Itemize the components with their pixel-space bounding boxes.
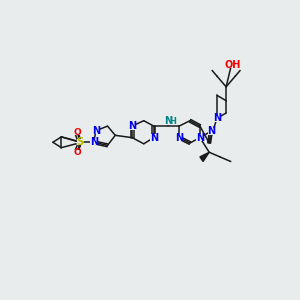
Text: N: N (213, 113, 221, 123)
FancyBboxPatch shape (208, 128, 215, 135)
Text: O: O (74, 128, 81, 137)
FancyBboxPatch shape (74, 130, 81, 135)
FancyBboxPatch shape (77, 139, 83, 145)
FancyBboxPatch shape (90, 139, 97, 146)
Text: O: O (74, 148, 81, 157)
Text: H: H (169, 117, 176, 126)
FancyBboxPatch shape (150, 134, 157, 141)
Text: N: N (207, 127, 216, 136)
Text: N: N (164, 116, 172, 127)
FancyBboxPatch shape (196, 134, 203, 141)
FancyBboxPatch shape (129, 123, 136, 130)
FancyBboxPatch shape (228, 62, 238, 68)
Text: N: N (150, 133, 158, 142)
FancyBboxPatch shape (176, 134, 183, 141)
FancyBboxPatch shape (213, 115, 220, 122)
Text: N: N (196, 133, 204, 142)
FancyBboxPatch shape (92, 127, 100, 134)
Text: N: N (128, 121, 136, 131)
Text: OH: OH (225, 60, 241, 70)
Text: N: N (92, 126, 100, 136)
Text: N: N (175, 133, 183, 142)
FancyBboxPatch shape (164, 118, 173, 124)
FancyBboxPatch shape (74, 150, 81, 155)
Text: N: N (90, 137, 98, 147)
Text: S: S (76, 137, 83, 147)
Polygon shape (200, 152, 209, 161)
